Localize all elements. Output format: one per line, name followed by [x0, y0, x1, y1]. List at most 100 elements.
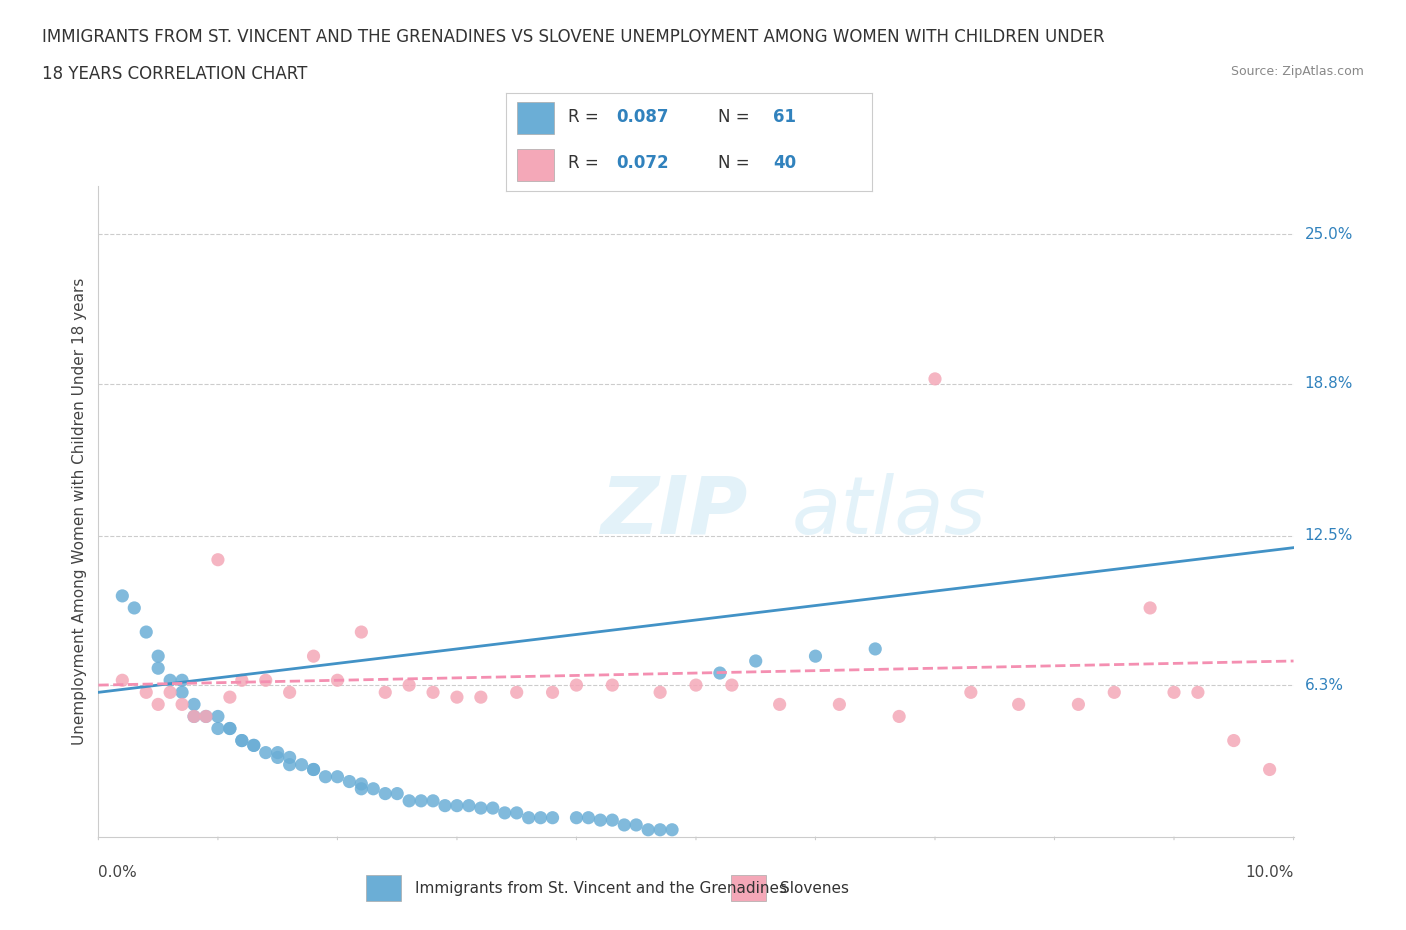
- Point: [278, 684, 301, 699]
- Point: [207, 721, 229, 736]
- Point: [458, 798, 481, 813]
- Point: [135, 684, 157, 699]
- Point: [1163, 684, 1185, 699]
- Point: [1187, 684, 1209, 699]
- Point: [422, 793, 444, 808]
- Text: 0.072: 0.072: [616, 154, 668, 172]
- Point: [889, 709, 911, 724]
- Point: [374, 786, 396, 801]
- Text: Source: ZipAtlas.com: Source: ZipAtlas.com: [1230, 65, 1364, 78]
- Point: [685, 678, 707, 693]
- Point: [183, 709, 205, 724]
- Point: [207, 552, 229, 567]
- Point: [219, 721, 242, 736]
- Point: [231, 733, 253, 748]
- Point: [302, 762, 325, 777]
- Text: IMMIGRANTS FROM ST. VINCENT AND THE GRENADINES VS SLOVENE UNEMPLOYMENT AMONG WOM: IMMIGRANTS FROM ST. VINCENT AND THE GREN…: [42, 28, 1105, 46]
- Point: [219, 690, 242, 705]
- Point: [600, 813, 623, 828]
- Text: R =: R =: [568, 109, 605, 126]
- Point: [148, 697, 170, 711]
- Point: [446, 690, 468, 705]
- Point: [613, 817, 636, 832]
- Point: [326, 672, 349, 687]
- Point: [350, 777, 373, 791]
- Point: [374, 684, 396, 699]
- Point: [648, 684, 672, 699]
- Point: [828, 697, 851, 711]
- Point: [207, 709, 229, 724]
- Point: [648, 822, 672, 837]
- Point: [446, 798, 468, 813]
- Point: [231, 733, 253, 748]
- Text: ZIP: ZIP: [600, 472, 748, 551]
- Point: [768, 697, 790, 711]
- Point: [506, 805, 529, 820]
- Point: [172, 684, 194, 699]
- Point: [398, 793, 420, 808]
- Point: [517, 810, 540, 825]
- Text: 0.087: 0.087: [616, 109, 668, 126]
- Point: [470, 690, 492, 705]
- Point: [231, 672, 253, 687]
- Point: [804, 649, 827, 664]
- Point: [290, 757, 312, 772]
- Point: [745, 654, 768, 669]
- Point: [529, 810, 551, 825]
- Point: [267, 750, 290, 764]
- Point: [243, 737, 266, 752]
- Text: 6.3%: 6.3%: [1305, 678, 1344, 693]
- Text: N =: N =: [718, 109, 755, 126]
- Point: [637, 822, 659, 837]
- Point: [339, 774, 360, 789]
- Point: [624, 817, 647, 832]
- Text: 0.0%: 0.0%: [98, 865, 138, 880]
- Point: [183, 697, 205, 711]
- Point: [254, 672, 277, 687]
- Point: [494, 805, 516, 820]
- Point: [589, 813, 612, 828]
- Point: [565, 678, 588, 693]
- Point: [1139, 601, 1161, 616]
- Point: [278, 757, 301, 772]
- Point: [865, 642, 887, 657]
- Point: [363, 781, 385, 796]
- Point: [148, 649, 170, 664]
- Point: [124, 601, 146, 616]
- Point: [315, 769, 337, 784]
- Text: R =: R =: [568, 154, 605, 172]
- Point: [565, 810, 588, 825]
- Point: [470, 801, 492, 816]
- Point: [194, 709, 218, 724]
- Point: [1067, 697, 1090, 711]
- Point: [541, 684, 564, 699]
- Point: [350, 781, 373, 796]
- Text: 18.8%: 18.8%: [1305, 377, 1353, 392]
- Point: [350, 625, 373, 640]
- Point: [709, 666, 731, 681]
- Point: [159, 684, 181, 699]
- Point: [302, 649, 325, 664]
- Point: [398, 678, 420, 693]
- Point: [326, 769, 349, 784]
- Point: [254, 745, 277, 760]
- Point: [411, 793, 433, 808]
- Point: [434, 798, 457, 813]
- Point: [1223, 733, 1246, 748]
- Text: 61: 61: [773, 109, 796, 126]
- Point: [1007, 697, 1029, 711]
- Point: [148, 661, 170, 676]
- Text: atlas: atlas: [792, 472, 987, 551]
- Text: 12.5%: 12.5%: [1305, 528, 1353, 543]
- Text: 18 YEARS CORRELATION CHART: 18 YEARS CORRELATION CHART: [42, 65, 308, 83]
- Point: [541, 810, 564, 825]
- Point: [159, 672, 181, 687]
- Point: [600, 678, 623, 693]
- Point: [111, 589, 134, 604]
- Point: [172, 697, 194, 711]
- FancyBboxPatch shape: [517, 149, 554, 180]
- Point: [267, 745, 290, 760]
- Point: [578, 810, 600, 825]
- Point: [506, 684, 529, 699]
- Point: [194, 709, 218, 724]
